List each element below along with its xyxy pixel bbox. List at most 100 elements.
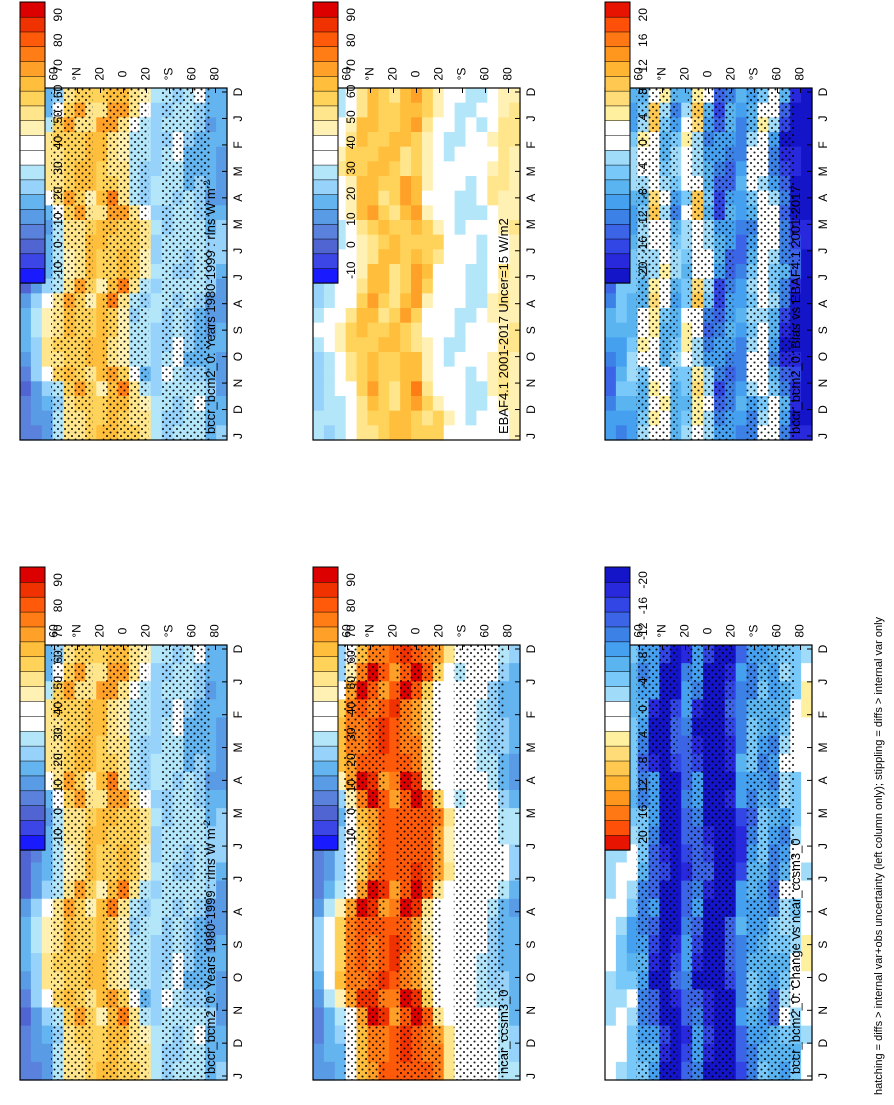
stipple-region [102,645,149,1080]
heatmap-cell [790,161,802,177]
heatmap-cell [400,322,412,338]
heatmap-cell [443,102,456,118]
colorbar-swatch [312,760,339,777]
heatmap-cell [96,1025,108,1045]
heatmap-cell [400,161,412,177]
heatmap-cell [735,880,748,900]
heatmap-cell [313,1007,325,1027]
heatmap-cell [432,308,445,324]
heatmap-cell [801,396,813,412]
heatmap-cell [801,293,813,309]
heatmap-cell [476,249,488,265]
heatmap-cell [216,826,228,845]
colorbar-label: 20 [344,753,358,767]
heatmap-cell [498,808,510,827]
heatmap-cell [323,844,336,864]
heatmap-cell [30,953,43,972]
heatmap-cell [205,352,217,368]
colorbar-label: 80 [51,33,65,47]
heatmap-cell [216,1007,228,1027]
heatmap-cell [735,337,748,353]
heatmap-cell [790,146,802,162]
heatmap-cell [476,176,488,192]
heatmap-cell [400,352,412,368]
heatmap-cell [626,410,639,426]
heatmap-cell [681,381,693,397]
heatmap-cell [205,102,217,118]
heatmap-cell [345,220,358,236]
heatmap-cell [96,425,108,441]
lat-tick-label: 20 [678,624,692,638]
heatmap-cell [443,381,456,397]
panel-p4: 80 60 °N 20 0 20 °S 60 80 D J F M A M J J A S O N D Jbccr_bcm2… [19,566,245,1081]
heatmap-cell [421,337,434,353]
heatmap-cell [498,826,510,845]
heatmap-cell [421,425,434,441]
heatmap-cell [735,916,748,936]
colorbar-label: -4 [636,677,650,688]
month-tick-label: N [524,379,538,388]
heatmap-cell [735,808,748,827]
heatmap-cell [443,971,456,990]
heatmap-cell [96,935,108,954]
colorbar-swatch [312,194,339,210]
heatmap-cell [681,645,693,664]
heatmap-cell [498,102,510,118]
stipple-region [636,645,678,1080]
heatmap-cell [400,264,412,280]
heatmap-cell [378,425,390,441]
heatmap-cell [216,645,228,664]
heatmap-cell [400,425,412,441]
lat-tick-label: 80 [501,67,515,81]
heatmap-cell [421,322,434,338]
heatmap-cell [509,249,521,265]
heatmap-cell [205,220,217,236]
heatmap-cell [334,735,347,755]
heatmap-cell [367,425,379,441]
heatmap-cell [801,1007,813,1027]
heatmap-cell [30,1043,43,1063]
heatmap-cell [735,717,748,737]
heatmap-cell [323,322,336,338]
heatmap-cell [334,663,347,682]
heatmap-cell [790,132,802,148]
colorbar-label: 90 [344,8,358,22]
colorbar-label: 80 [51,599,65,613]
heatmap-cell [443,681,456,700]
heatmap-cell [421,132,434,148]
heatmap-cell [389,264,401,280]
heatmap-cell [790,771,802,791]
heatmap-cell [605,308,617,324]
heatmap-cell [205,308,217,324]
panel-title: bccr_bcm2_0: Years 1980-1999 : rlns W m-… [202,180,218,434]
heatmap-cell [345,337,358,353]
heatmap-cell [454,322,467,338]
heatmap-cell [30,1025,43,1045]
heatmap-cell [735,352,748,368]
heatmap-cell [150,1061,163,1081]
heatmap-cell [216,205,228,221]
month-tick-label: J [524,876,538,882]
heatmap-cell [345,381,358,397]
heatmap-cell [487,102,499,118]
heatmap-cell [41,396,54,412]
colorbar-swatch [19,223,46,240]
month-tick-label: J [816,1073,830,1079]
month-tick-label: J [816,433,830,439]
heatmap-cell [96,117,108,133]
heatmap-cell [389,381,401,397]
colorbar-swatch [312,790,339,806]
heatmap-cell [150,971,163,990]
heatmap-cell [615,381,628,397]
heatmap-cell [790,663,802,682]
month-tick-label: J [231,876,245,882]
colorbar-label: -10 [344,261,358,279]
colorbar-label: 60 [51,84,65,98]
heatmap-cell [400,132,412,148]
heatmap-cell [615,1007,628,1027]
panel-p1: 80 60 °N 20 0 20 °S 60 80 D J F M A M J J A S O N D Jbccr_bcm2… [19,1,245,441]
heatmap-cell [150,396,163,412]
heatmap-cell [801,366,813,382]
heatmap-cell [615,880,628,900]
